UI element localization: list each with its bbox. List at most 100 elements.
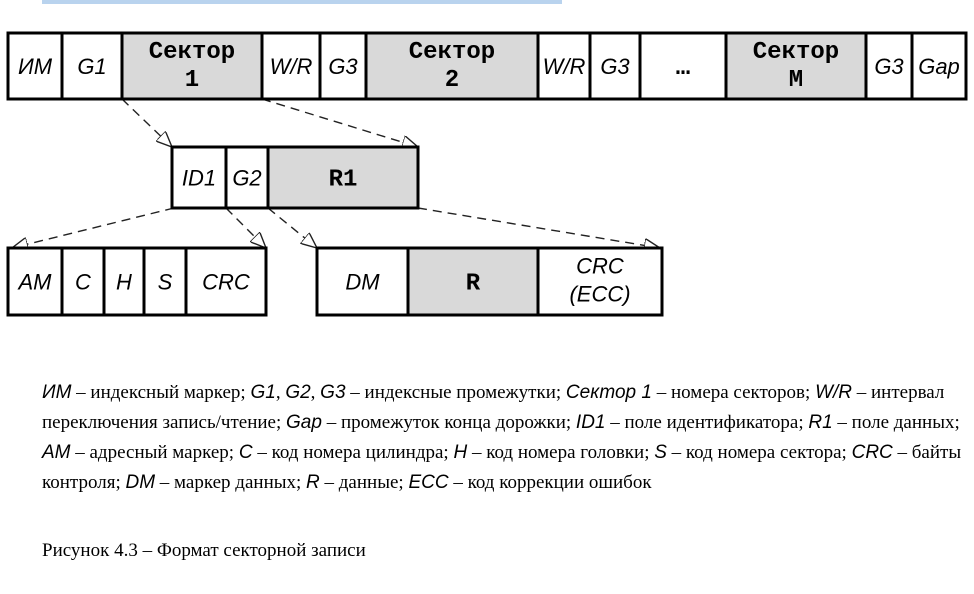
sector-cell-id1: ID1 [170, 145, 228, 210]
top-highlight-bar [42, 0, 562, 4]
legend-definition: – маркер данных; [155, 472, 307, 493]
data-cell-label: R [466, 271, 481, 298]
track-cell-box [60, 31, 124, 101]
expand-line-left-id [12, 207, 175, 248]
legend-definition: – адресный маркер; [70, 442, 239, 463]
legend-definition: – промежуток конца дорожки; [321, 412, 576, 433]
legend-term-crc: CRC [851, 442, 893, 463]
data-cell-label: DM [345, 270, 380, 295]
track-cell-label: G1 [77, 54, 106, 79]
track-cell-им: ИМ [6, 31, 64, 101]
id-cell-box [60, 246, 106, 317]
track-cell-label: … [676, 55, 690, 82]
id-cell-label: H [116, 270, 132, 295]
track-cell-label: Сектор 1 [149, 39, 235, 94]
sector-cell-r1: R1 [266, 145, 420, 210]
legend-term-g3: G3 [320, 382, 346, 403]
track-cell-box [6, 31, 64, 101]
track-cell-label: Сектор M [753, 39, 839, 94]
expand-line-left-data [267, 207, 317, 248]
track-cell-сектор-m: Сектор M [724, 31, 868, 101]
id-cell-box [6, 246, 64, 317]
track-cell-box [318, 31, 368, 101]
legend-term-am: AM [42, 442, 71, 463]
data-cell-label: CRC (ECC) [569, 254, 630, 307]
id-cell-box [102, 246, 146, 317]
legend-definition: – индексный маркер; [71, 382, 251, 403]
legend-term-w-r: W/R [815, 382, 852, 403]
data-field-row: DM R CRC (ECC) [315, 246, 664, 317]
expand-line-right-sector [261, 98, 418, 147]
id-cell-c: C [60, 246, 106, 317]
track-cell-label: ИМ [18, 54, 53, 79]
sector-cell-label: ID1 [182, 166, 216, 191]
track-cell-g3: G3 [588, 31, 642, 101]
expand-line-left-sector [121, 98, 172, 147]
sector-row: ID1 G2 R1 [170, 145, 420, 210]
track-cell-label: Gap [918, 54, 960, 79]
track-cell-w-r: W/R [260, 31, 322, 101]
track-row: ИМ G1 Сектор 1 W/R G3 Сектор 2 W/R G3 … Сектор M G3 Ga… [6, 31, 968, 101]
legend-term-r: R [306, 472, 320, 493]
id-cell-label: CRC [202, 270, 250, 295]
id-field-row: AM C H S CRC [6, 246, 268, 317]
id-cell-box [184, 246, 268, 317]
legend-term-ecc: ECC [408, 472, 449, 493]
legend-term-g1: G1 [250, 382, 276, 403]
id-cell-crc: CRC [184, 246, 268, 317]
track-cell-label: G3 [328, 54, 358, 79]
legend-term-id1: ID1 [575, 412, 606, 433]
legend-definition: – интервал переключения запись/чтение; [42, 382, 945, 433]
id-cell-box [142, 246, 188, 317]
legend-term-h: H [453, 442, 468, 463]
legend-definition: – поле идентификатора; [605, 412, 809, 433]
expand-line-right-id [225, 207, 266, 248]
data-cell-crc-ecc: CRC (ECC) [536, 246, 664, 317]
track-cell-g3: G3 [864, 31, 914, 101]
track-cell-label: G3 [874, 54, 904, 79]
sector-cell-label: R1 [329, 167, 358, 194]
track-cell-g1: G1 [60, 31, 124, 101]
sector-cell-label: G2 [232, 166, 261, 191]
id-cell-am: AM [6, 246, 64, 317]
legend-term-gap: Gap [286, 412, 322, 433]
expand-line-right-data [417, 207, 660, 248]
legend-definition: – код номера сектора; [666, 442, 852, 463]
legend-term-s: S [654, 442, 667, 463]
legend-text: ИМ – индексный маркер; G1, G2, G3 – инде… [42, 378, 962, 498]
track-cell-label: W/R [543, 54, 586, 79]
id-cell-label: S [158, 270, 173, 295]
legend-term-dm: DM [125, 472, 156, 493]
id-cell-s: S [142, 246, 188, 317]
track-cell-label: G3 [600, 54, 630, 79]
track-cell-label: W/R [270, 54, 313, 79]
track-cell-сектор-2: Сектор 2 [364, 31, 540, 101]
legend-definition: – данные; [319, 472, 409, 493]
legend-definition: – поле данных; [832, 412, 960, 433]
track-cell-g3: G3 [318, 31, 368, 101]
legend-definition: – код номера цилиндра; [252, 442, 454, 463]
track-cell-gap: Gap [910, 31, 968, 101]
track-cell-label: Сектор 2 [409, 39, 495, 94]
sector-cell-box [224, 145, 270, 210]
legend-definition: – номера секторов; [651, 382, 816, 403]
legend-definition: , [310, 382, 321, 403]
track-cell-box [638, 31, 728, 101]
data-cell-r: R [406, 246, 540, 317]
sector-cell-box [266, 145, 420, 210]
legend-term-r1: R1 [808, 412, 833, 433]
legend-term-сектор-1: Сектор 1 [565, 382, 652, 403]
legend-term-g2: G2 [285, 382, 311, 403]
id-cell-label: C [75, 270, 91, 295]
data-cell-box [536, 246, 664, 317]
legend-definition: – байты контроля; [42, 442, 962, 493]
legend-definition: , [275, 382, 286, 403]
track-cell-сектор-1: Сектор 1 [120, 31, 264, 101]
track-cell-ellipsis: … [638, 31, 728, 101]
legend-definition: – код коррекции ошибок [448, 472, 652, 493]
id-cell-label: AM [17, 270, 53, 295]
sector-cell-box [170, 145, 228, 210]
legend-definition: – код номера головки; [467, 442, 655, 463]
sector-cell-g2: G2 [224, 145, 270, 210]
id-cell-h: H [102, 246, 146, 317]
